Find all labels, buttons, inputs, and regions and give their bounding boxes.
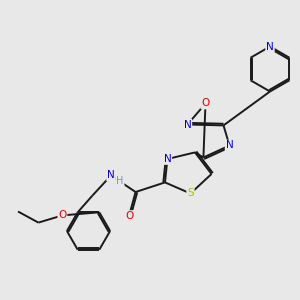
Text: O: O xyxy=(201,98,210,109)
Text: N: N xyxy=(266,41,274,52)
Text: N: N xyxy=(107,170,115,181)
Text: O: O xyxy=(58,210,67,220)
Text: H: H xyxy=(116,176,124,187)
Text: N: N xyxy=(226,140,233,151)
Text: O: O xyxy=(125,211,133,221)
Text: N: N xyxy=(164,154,171,164)
Text: N: N xyxy=(184,119,191,130)
Text: S: S xyxy=(187,188,194,199)
